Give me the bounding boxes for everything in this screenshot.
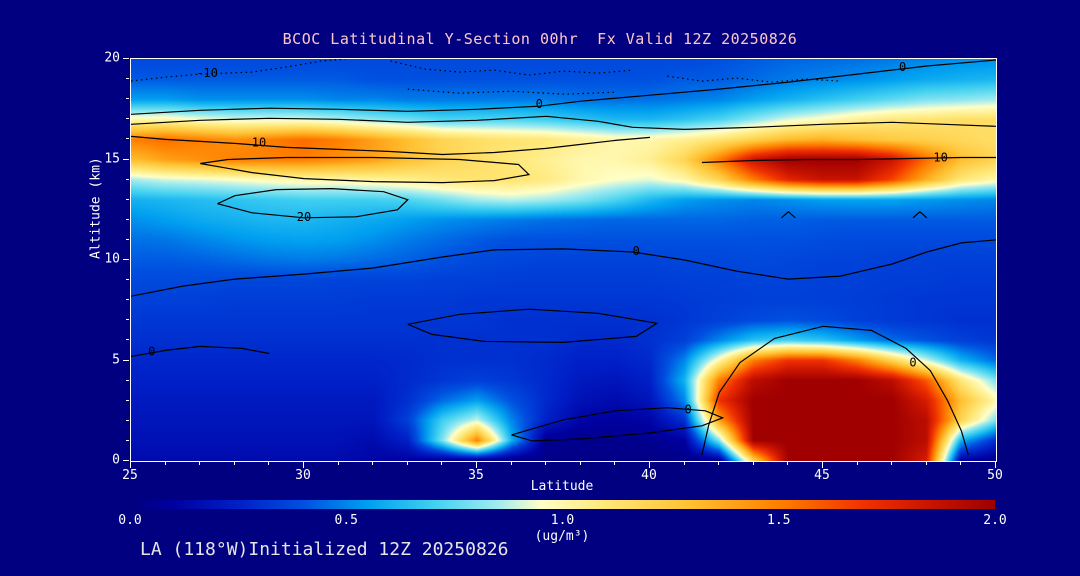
- contour-line: [701, 156, 996, 164]
- y-minor-tick: [126, 238, 129, 240]
- y-major-tick: [123, 158, 129, 160]
- contour-label: -10: [196, 66, 218, 80]
- contour-line: [912, 211, 928, 219]
- contour-line: [131, 59, 996, 115]
- contour-line: [200, 156, 531, 184]
- x-major-tick: [303, 462, 304, 468]
- y-minor-tick: [126, 198, 129, 200]
- contour-line: [407, 308, 659, 344]
- x-minor-tick: [164, 462, 166, 465]
- x-minor-tick: [372, 462, 374, 465]
- footer-init-text: LA (118°W)Initialized 12Z 20250826: [140, 539, 509, 560]
- contour-line: [407, 88, 616, 95]
- y-major-tick: [123, 58, 129, 59]
- contour-line: [131, 115, 996, 131]
- x-minor-tick: [268, 462, 270, 465]
- y-tick-label: 0: [112, 452, 120, 468]
- plot-title: BCOC Latitudinal Y-Section 00hr Fx Valid…: [282, 30, 798, 48]
- x-minor-tick: [406, 462, 408, 465]
- y-tick-label: 10: [104, 251, 120, 267]
- x-axis-label: Latitude: [530, 479, 594, 494]
- contour-line: [131, 239, 996, 297]
- colorbar-tick-label: 1.0: [550, 513, 575, 528]
- y-major-tick: [123, 460, 129, 461]
- x-minor-tick: [925, 462, 927, 465]
- x-minor-tick: [891, 462, 893, 465]
- contour-label: 0: [909, 356, 916, 370]
- contour-line: [131, 345, 270, 358]
- x-minor-tick: [960, 462, 962, 465]
- y-minor-tick: [126, 138, 129, 140]
- contour-overlay-svg: -10 0 0 10 10 20 0 0 0 0: [131, 59, 996, 456]
- contour-label: 0: [148, 345, 155, 359]
- x-minor-tick: [683, 462, 685, 465]
- y-minor-tick: [126, 379, 129, 381]
- x-minor-tick: [856, 462, 858, 465]
- y-tick-label: 15: [104, 151, 120, 166]
- x-tick-label: 45: [814, 468, 830, 483]
- x-tick-label: 35: [468, 468, 484, 483]
- contour-line: [131, 135, 651, 156]
- x-minor-tick: [579, 462, 581, 465]
- x-tick-label: 50: [987, 468, 1003, 483]
- contour-line: [511, 407, 725, 442]
- colorbar-tick-label: 0.0: [118, 513, 142, 528]
- x-minor-tick: [614, 462, 616, 465]
- x-major-tick: [476, 462, 477, 468]
- colorbar-tick-label: 1.5: [767, 513, 791, 528]
- x-minor-tick: [441, 462, 443, 465]
- y-minor-tick: [126, 419, 129, 421]
- y-major-tick: [123, 359, 129, 361]
- contour-line: [701, 325, 969, 456]
- contour-line: [131, 59, 346, 82]
- x-tick-label: 30: [295, 468, 311, 483]
- x-minor-tick: [233, 462, 235, 465]
- x-minor-tick: [545, 462, 547, 465]
- x-major-tick: [995, 462, 996, 468]
- y-minor-tick: [126, 218, 129, 220]
- x-minor-tick: [787, 462, 789, 465]
- y-major-tick: [123, 259, 129, 260]
- y-minor-tick: [126, 118, 129, 120]
- x-minor-tick: [718, 462, 720, 465]
- y-minor-tick: [126, 299, 129, 301]
- contour-label: 0: [633, 244, 640, 258]
- x-major-tick: [649, 462, 650, 468]
- heatmap-canvas: [131, 59, 996, 461]
- y-minor-tick: [126, 78, 129, 80]
- x-tick-label: 25: [122, 468, 138, 483]
- y-minor-tick: [126, 339, 129, 341]
- y-minor-tick: [126, 439, 129, 441]
- y-minor-tick: [126, 279, 129, 281]
- x-minor-tick: [199, 462, 201, 465]
- x-major-tick: [822, 462, 823, 468]
- y-tick-label: 20: [104, 50, 120, 66]
- y-minor-tick: [126, 178, 129, 180]
- y-minor-tick: [126, 98, 129, 100]
- colorbar-tick-label: 0.5: [334, 513, 358, 528]
- contour-line: [390, 60, 633, 76]
- x-minor-tick: [752, 462, 754, 465]
- x-minor-tick: [510, 462, 512, 465]
- x-tick-label: 40: [641, 468, 657, 483]
- plot-area: -10 0 0 10 10 20 0 0 0 0: [130, 58, 997, 462]
- y-minor-tick: [126, 319, 129, 321]
- contour-label: 0: [899, 60, 906, 74]
- x-minor-tick: [337, 462, 339, 465]
- colorbar-units-label: (ug/m³): [534, 529, 590, 544]
- contour-label: 20: [297, 210, 311, 224]
- contour-label: 10: [252, 135, 266, 149]
- colorbar-gradient: [130, 500, 995, 509]
- contour-label: 0: [536, 97, 543, 111]
- colorbar-tick-label: 2.0: [983, 513, 1007, 528]
- x-major-tick: [130, 462, 131, 468]
- contour-label: 0: [684, 403, 691, 417]
- y-minor-tick: [126, 399, 129, 401]
- contour-line: [217, 187, 409, 219]
- contour-label: 10: [933, 151, 947, 165]
- contour-line: [781, 211, 796, 219]
- y-tick-label: 5: [112, 352, 120, 367]
